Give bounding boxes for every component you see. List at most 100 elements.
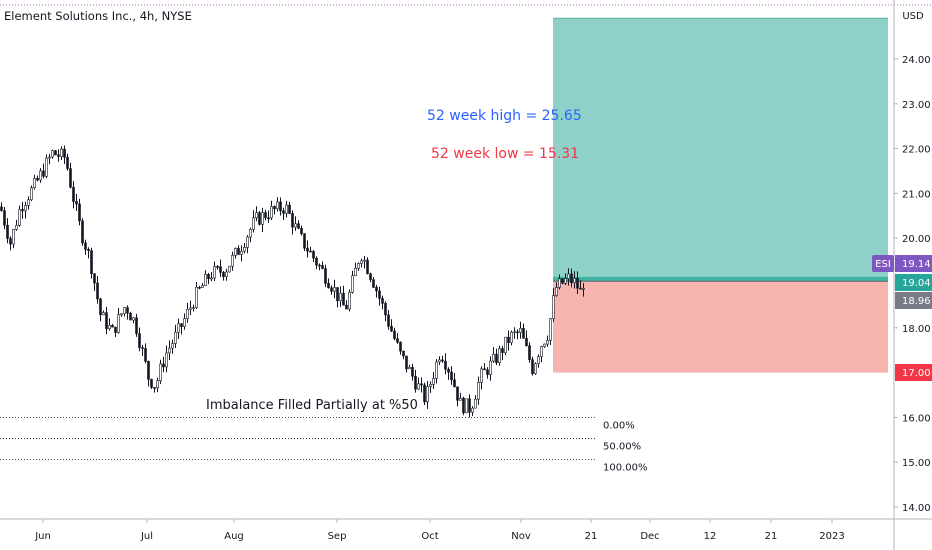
candle-body bbox=[30, 187, 33, 201]
candle-body bbox=[69, 168, 72, 188]
candle-body bbox=[525, 338, 528, 346]
candle-body bbox=[78, 203, 81, 222]
candle-body bbox=[186, 308, 189, 319]
candle-body bbox=[12, 229, 15, 245]
candle-body bbox=[357, 263, 360, 269]
candle-body bbox=[189, 307, 192, 310]
candle-body bbox=[486, 369, 489, 375]
candle-body bbox=[120, 313, 123, 316]
candle-body bbox=[462, 397, 465, 414]
candle-body bbox=[90, 250, 93, 275]
candle-body bbox=[36, 178, 39, 181]
time-tick-label: 2023 bbox=[819, 531, 844, 542]
fib-levels: 0.00% 50.00% 100.00% bbox=[0, 416, 648, 474]
candle-body bbox=[210, 277, 213, 280]
candle-body bbox=[132, 317, 135, 321]
candle-body bbox=[27, 199, 30, 206]
candle-body bbox=[399, 341, 402, 352]
candle-body bbox=[423, 384, 426, 403]
candle-body bbox=[342, 292, 345, 306]
symbol-badge-label: ESI bbox=[875, 259, 891, 270]
candle-body bbox=[207, 274, 210, 280]
entry-price-badge bbox=[895, 274, 932, 291]
candle-body bbox=[504, 336, 507, 353]
candle-body bbox=[420, 383, 423, 386]
candle-body bbox=[315, 257, 318, 266]
candle-body bbox=[192, 307, 195, 309]
candle-body bbox=[183, 318, 186, 327]
candle-body bbox=[429, 384, 432, 387]
candle-body bbox=[573, 278, 576, 284]
candle-body bbox=[6, 224, 9, 239]
candle-body bbox=[459, 397, 462, 401]
candle-body bbox=[381, 298, 384, 304]
candle-body bbox=[261, 212, 264, 225]
candle-body bbox=[93, 273, 96, 284]
candle-body bbox=[84, 242, 87, 250]
candle-body bbox=[465, 398, 468, 414]
candle-body bbox=[498, 348, 501, 364]
candle-body bbox=[441, 359, 444, 362]
price-tick-label: 24.00 bbox=[902, 55, 931, 66]
candle-body bbox=[435, 361, 438, 379]
entry-price-label: 19.04 bbox=[902, 278, 931, 289]
candle-body bbox=[123, 307, 126, 315]
candle-body bbox=[228, 265, 231, 273]
candle-body bbox=[408, 366, 411, 370]
candle-body bbox=[474, 398, 477, 409]
candle-body bbox=[333, 287, 336, 292]
candle-body bbox=[444, 360, 447, 370]
candle-body bbox=[54, 150, 57, 156]
candle-body bbox=[321, 265, 324, 269]
candle-body bbox=[51, 150, 54, 158]
price-tick-label: 21.00 bbox=[902, 189, 931, 200]
time-tick-label: Jun bbox=[34, 531, 51, 542]
candle-body bbox=[171, 343, 174, 349]
candle-body bbox=[288, 204, 291, 214]
candle-body bbox=[324, 268, 327, 284]
candle-body bbox=[369, 273, 372, 280]
candle-body bbox=[294, 223, 297, 228]
candle-body bbox=[246, 236, 249, 248]
candle-body bbox=[561, 278, 564, 284]
candle-body bbox=[39, 170, 42, 181]
candle-body bbox=[195, 286, 198, 308]
candle-body bbox=[24, 205, 27, 212]
candle-body bbox=[540, 346, 543, 357]
candle-body bbox=[303, 233, 306, 249]
candle-body bbox=[3, 210, 6, 226]
candle-body bbox=[0, 206, 3, 211]
candle-body bbox=[180, 323, 183, 327]
candle-body bbox=[417, 383, 420, 390]
price-tick-label: 18.00 bbox=[902, 324, 931, 335]
price-tick-label: 16.00 bbox=[902, 413, 931, 424]
candle-body bbox=[495, 353, 498, 364]
candle-body bbox=[510, 331, 513, 343]
candle-body bbox=[513, 331, 516, 334]
candle-body bbox=[471, 407, 474, 413]
candle-body bbox=[375, 287, 378, 292]
candle-body bbox=[522, 328, 525, 339]
candle-body bbox=[129, 312, 132, 321]
candle-body bbox=[48, 156, 51, 159]
candle-body bbox=[426, 386, 429, 403]
candle-body bbox=[432, 378, 435, 385]
time-axis[interactable]: Jun Jul Aug Sep Oct Nov 21 Dec 12 21 2023 bbox=[34, 519, 845, 542]
candle-body bbox=[309, 250, 312, 253]
candle-body bbox=[339, 292, 342, 302]
candle-body bbox=[33, 178, 36, 189]
annotation-52w-high: 52 week high = 25.65 bbox=[427, 108, 582, 124]
candle-body bbox=[483, 368, 486, 371]
candle-body bbox=[162, 363, 165, 368]
price-tick-label: 22.00 bbox=[902, 145, 931, 156]
candle-body bbox=[204, 274, 207, 286]
current-price-label: 18.96 bbox=[902, 296, 931, 307]
candle-body bbox=[396, 338, 399, 343]
candle-body bbox=[363, 259, 366, 262]
profit-zone bbox=[553, 18, 888, 277]
annotation-52w-low: 52 week low = 15.31 bbox=[431, 146, 579, 162]
candle-body bbox=[237, 248, 240, 255]
candle-body bbox=[255, 212, 258, 219]
